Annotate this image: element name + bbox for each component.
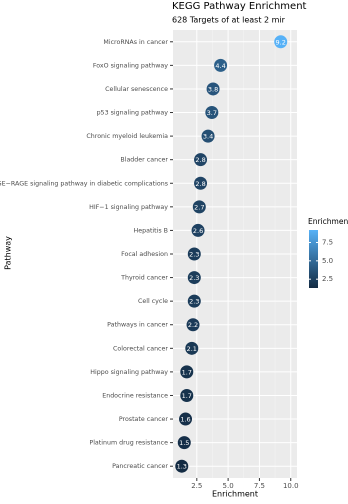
y-tick-label: Chronic myeloid leukemia (86, 133, 168, 140)
data-label: 2.3 (189, 274, 199, 282)
y-axis-label: Pathway (4, 236, 13, 270)
dot (187, 247, 201, 261)
data-label: 1.7 (182, 368, 192, 376)
data-label: 1.7 (182, 392, 192, 400)
dot (194, 153, 208, 167)
dot (201, 129, 215, 143)
dot (177, 436, 191, 450)
y-tick-label: Pancreatic cancer (112, 463, 168, 470)
y-tick-label: AGE−RAGE signaling pathway in diabetic c… (0, 180, 168, 187)
legend-title: Enrichment (308, 217, 348, 226)
data-label: 1.6 (180, 416, 190, 424)
data-label: 2.1 (187, 345, 197, 353)
dot (191, 223, 205, 237)
y-tick-label: Cellular senescence (105, 86, 168, 93)
data-label: 2.7 (194, 203, 204, 211)
y-tick-label: Prostate cancer (119, 416, 169, 423)
legend-tick-label: 5.0 (322, 257, 333, 265)
y-tick-label: FoxO signaling pathway (93, 62, 168, 69)
data-label: 2.3 (189, 298, 199, 306)
data-label: 2.8 (195, 156, 205, 164)
dot (187, 294, 201, 308)
data-label: 2.2 (188, 321, 198, 329)
y-tick-label: HIF−1 signaling pathway (89, 204, 168, 211)
y-tick-label: MicroRNAs in cancer (103, 39, 168, 46)
legend-tick-label: 2.5 (322, 275, 333, 283)
y-tick-label: p53 signaling pathway (97, 110, 169, 117)
data-label: 2.8 (195, 180, 205, 188)
dot (206, 82, 220, 96)
y-tick-label: Hippo signaling pathway (90, 369, 168, 376)
dot (175, 459, 189, 473)
x-tick-label: 2.5 (191, 482, 202, 490)
y-tick-label: Pathways in cancer (107, 322, 168, 329)
chart-title: KEGG Pathway Enrichment (172, 1, 307, 12)
data-label: 4.4 (215, 62, 225, 70)
data-label: 9.2 (276, 38, 286, 46)
x-tick-label: 7.5 (254, 482, 265, 490)
data-label: 2.6 (193, 227, 203, 235)
dot (186, 318, 200, 332)
y-tick-label: Platinum drug resistance (89, 440, 168, 447)
y-tick-label: Colorectal cancer (113, 345, 168, 352)
dot (205, 106, 219, 120)
data-label: 3.7 (207, 109, 217, 117)
dot (187, 271, 201, 285)
y-tick-label: Focal adhesion (121, 251, 168, 258)
y-tick-label: Endocrine resistance (102, 392, 168, 399)
x-tick-label: 10.0 (283, 482, 299, 490)
dot (214, 58, 228, 72)
dot (185, 341, 199, 355)
dot (274, 35, 288, 49)
x-tick-label: 5.0 (223, 482, 234, 490)
dot (179, 412, 193, 426)
y-tick-label: Cell cycle (138, 298, 168, 305)
colorbar (309, 230, 318, 288)
y-tick-label: Hepatitis B (133, 227, 168, 234)
legend-tick-label: 7.5 (322, 238, 333, 246)
y-tick-label: Bladder cancer (120, 157, 168, 164)
x-axis-label: Enrichment (212, 490, 258, 499)
data-label: 1.5 (179, 439, 189, 447)
dot (180, 365, 194, 379)
data-label: 2.3 (189, 251, 199, 259)
data-label: 3.4 (203, 133, 213, 141)
data-label: 3.8 (208, 85, 218, 93)
dot (194, 176, 208, 190)
data-label: 1.3 (177, 463, 187, 471)
dot (192, 200, 206, 214)
chart-subtitle: 628 Targets of at least 2 mir (172, 16, 286, 25)
dot (180, 388, 194, 402)
y-tick-label: Thyroid cancer (120, 275, 168, 282)
